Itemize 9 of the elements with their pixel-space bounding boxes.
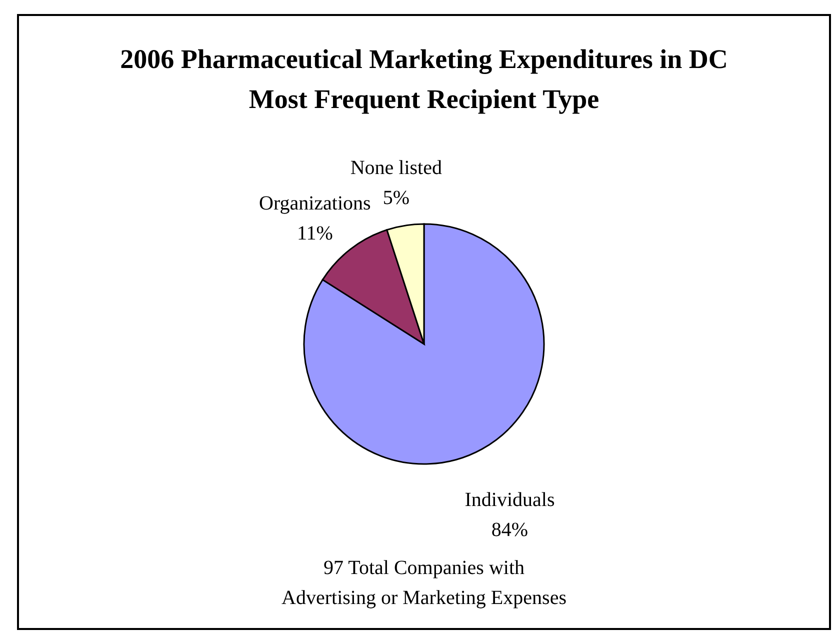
data-label: 11%	[296, 222, 333, 244]
data-label: 84%	[491, 518, 528, 541]
slice-label: Organizations	[258, 192, 372, 214]
text: 2006 Pharmaceutical Marketing Expenditures in DC	[120, 44, 728, 74]
data-label: 5%	[382, 187, 410, 210]
slice-label: Individuals	[464, 488, 555, 511]
text: Most Frequent Recipient Type	[248, 84, 600, 114]
text: 97 Total Companies with Advertising or Marketing Expenses	[282, 557, 567, 609]
slice-label: None listed	[350, 157, 442, 180]
